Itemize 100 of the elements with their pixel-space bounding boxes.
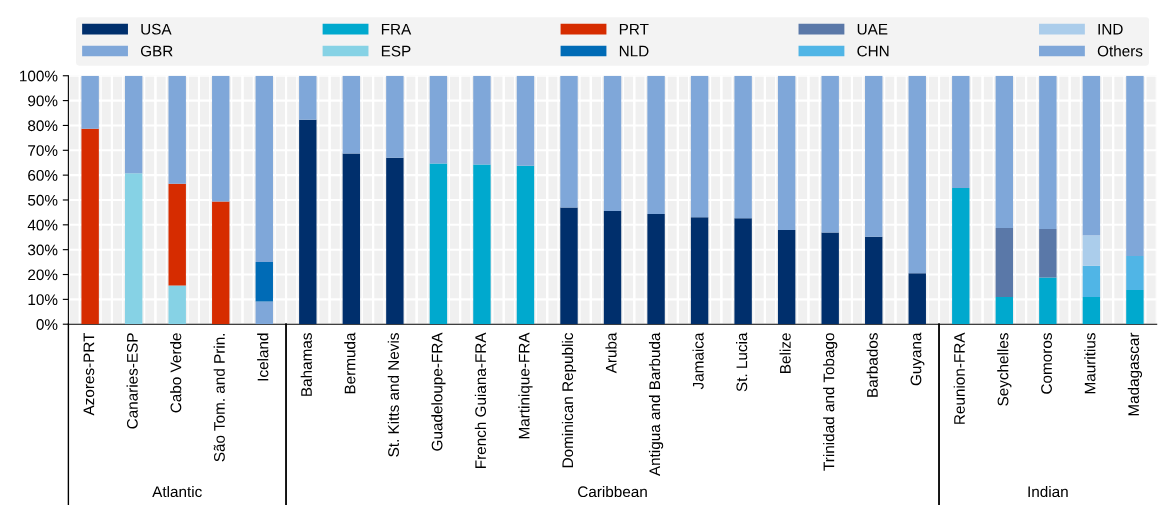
x-tick-label: Reunion-FRA [953, 332, 965, 424]
legend-label: IND [1098, 23, 1123, 35]
x-tick-label: Barbados [866, 333, 878, 397]
x-tick-label: St. Lucia [736, 332, 748, 392]
bar [124, 75, 143, 174]
text: Indian [1028, 485, 1068, 498]
x-tick-label: Guyana [910, 332, 925, 386]
bar [1082, 296, 1101, 325]
bar [908, 75, 926, 274]
bar [995, 296, 1014, 325]
legend-label: Others [1097, 45, 1143, 57]
legend-label: PRT [619, 23, 649, 35]
y-tick-label: 10% [28, 294, 58, 306]
x-tick-label: Iceland [257, 333, 269, 381]
x-tick-label: Martinique-FRA [518, 332, 533, 439]
bar [603, 75, 622, 211]
bar [516, 165, 535, 325]
bar [473, 164, 491, 325]
bar [821, 75, 839, 233]
bar [342, 153, 361, 325]
bar [908, 273, 926, 325]
x-tick-label: Canaries-ESP [126, 333, 138, 429]
bar [386, 157, 404, 325]
bar [952, 188, 970, 325]
y-tick-label: 40% [27, 219, 58, 231]
x-tick-label: Comoros [1041, 333, 1052, 394]
bar [603, 210, 622, 325]
bar [212, 201, 230, 325]
bar [212, 75, 230, 202]
bar [1126, 75, 1144, 256]
bar [342, 75, 361, 154]
x-tick-label: São Tom. and Prin. [213, 333, 225, 462]
bar [386, 75, 404, 158]
bar [81, 75, 99, 129]
bar [777, 230, 796, 325]
y-tick-label: 80% [28, 120, 58, 132]
x-tick-label: Cabo Verde [170, 333, 182, 413]
bar [1126, 255, 1144, 290]
bar [995, 228, 1014, 297]
x-tick-label: French Guiana-FRA [474, 332, 487, 468]
y-tick-label: 100% [20, 70, 58, 82]
bar [821, 232, 839, 325]
x-tick-label: St. Kitts and Nevis [387, 333, 399, 457]
x-tick-label: Aruba [605, 332, 617, 374]
bar [429, 75, 448, 164]
legend-label: UAE [857, 23, 888, 35]
x-tick-label: Seychelles [997, 333, 1012, 406]
bar [995, 75, 1014, 229]
bar [647, 213, 665, 325]
bar [690, 75, 709, 218]
bar [1039, 229, 1057, 278]
bar [1126, 289, 1144, 325]
bar [168, 183, 186, 286]
bar [255, 75, 273, 263]
bar [690, 217, 709, 325]
text: Atlantic [152, 485, 202, 498]
bar [255, 301, 273, 325]
bar [1082, 265, 1101, 297]
bar [1039, 277, 1057, 325]
x-tick-label: Belize [779, 333, 791, 373]
bar [734, 75, 752, 219]
bar [777, 75, 796, 231]
legend-label: USA [141, 23, 172, 35]
legend-label: GBR [140, 45, 173, 57]
bar [299, 119, 317, 325]
x-tick-label: Madagascar [1127, 332, 1143, 416]
bar [1039, 75, 1057, 230]
x-tick-label: Antigua and Barbuda [648, 332, 664, 477]
x-tick-label: Bermuda [344, 332, 356, 394]
bar [255, 262, 273, 302]
text: Caribbean [578, 485, 647, 498]
bar [560, 207, 578, 325]
y-tick-label: 70% [28, 145, 58, 156]
bar [865, 236, 883, 325]
bar [429, 163, 448, 325]
y-tick-label: 20% [28, 269, 58, 281]
bar [1082, 75, 1101, 236]
legend-label: FRA [381, 23, 412, 35]
y-tick-label: 60% [28, 170, 58, 181]
x-tick-label: Dominican Republic [561, 332, 577, 468]
bar [952, 75, 970, 189]
x-tick-label: Bahamas [300, 333, 312, 396]
x-tick-label: Azores-PRT [83, 332, 95, 416]
bar [647, 75, 665, 214]
bar [299, 75, 317, 120]
bar [124, 173, 143, 325]
y-tick-label: 50% [28, 194, 58, 206]
bar [168, 285, 186, 325]
legend-label: ESP [381, 45, 411, 57]
bar [81, 128, 99, 325]
y-tick-label: 90% [28, 95, 58, 107]
bar [168, 75, 186, 184]
bar [1082, 235, 1101, 266]
bar [865, 75, 883, 237]
bar [516, 75, 535, 166]
y-tick-label: 0% [36, 319, 58, 330]
x-tick-label: Mauritius [1084, 333, 1096, 394]
bar [473, 75, 491, 165]
bar [560, 75, 578, 208]
x-tick-label: Jamaica [692, 332, 704, 390]
